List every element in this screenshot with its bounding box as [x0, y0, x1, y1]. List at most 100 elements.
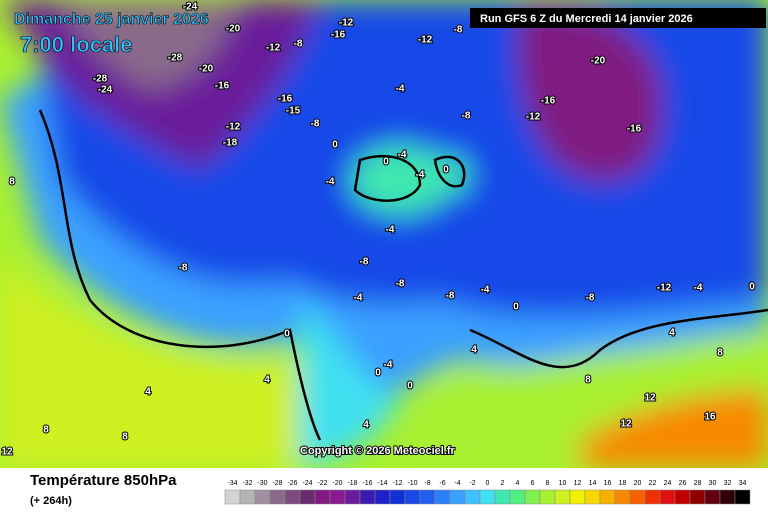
legend-swatch: [524, 489, 541, 505]
legend-label: 30: [709, 480, 717, 487]
legend-label: -6: [439, 480, 445, 487]
map-value: -4: [416, 170, 425, 181]
legend-label: 32: [724, 480, 732, 487]
legend-swatch: [674, 489, 691, 505]
map-value: -16: [278, 94, 293, 105]
legend-swatch: [629, 489, 646, 505]
legend-swatch: [719, 489, 736, 505]
legend-label: -20: [332, 480, 342, 487]
legend-swatch: [704, 489, 721, 505]
forecast-date: Dimanche 25 janvier 2026: [14, 11, 209, 28]
map-value: 8: [122, 432, 128, 443]
field-title: Température 850hPa: [30, 472, 177, 489]
map-value: 12: [644, 393, 656, 404]
legend-label: -14: [377, 480, 387, 487]
legend-label: 10: [559, 480, 567, 487]
legend-swatch: [734, 489, 751, 505]
legend-swatch: [239, 489, 256, 505]
legend-label: -18: [347, 480, 357, 487]
legend-label: -12: [392, 480, 402, 487]
map-value: 0: [443, 165, 449, 176]
map-value: -8: [454, 25, 463, 36]
run-info: Run GFS 6 Z du Mercredi 14 janvier 2026: [480, 13, 693, 25]
legend-swatch: [569, 489, 586, 505]
legend-label: -26: [287, 480, 297, 487]
map-value: 8: [717, 348, 723, 359]
map-value: -4: [384, 360, 393, 371]
map-value: -8: [179, 263, 188, 274]
map-value: -20: [199, 64, 214, 75]
map-value: -4: [396, 84, 405, 95]
map-value: 0: [749, 282, 755, 293]
map-value: -16: [215, 81, 230, 92]
legend-swatch: [374, 489, 391, 505]
map-value: -12: [418, 35, 433, 46]
map-value: 4: [145, 387, 151, 398]
legend-label: 16: [604, 480, 612, 487]
map-value: 0: [375, 368, 381, 379]
map-value: -8: [462, 111, 471, 122]
map-value: -16: [331, 30, 346, 41]
map-value: -4: [694, 283, 703, 294]
legend-swatch: [599, 489, 616, 505]
map-value: 0: [407, 381, 413, 392]
legend-label: 12: [574, 480, 582, 487]
legend-label: -32: [242, 480, 252, 487]
legend-label: 20: [634, 480, 642, 487]
legend-label: 22: [649, 480, 657, 487]
map-value: -20: [591, 56, 606, 67]
legend-label: -34: [227, 480, 237, 487]
map-value: -8: [294, 39, 303, 50]
legend-label: -8: [424, 480, 430, 487]
map-value: 8: [43, 425, 49, 436]
legend-swatch: [494, 489, 511, 505]
legend-label: 8: [546, 480, 550, 487]
map-value: -8: [311, 119, 320, 130]
legend-swatch: [464, 489, 481, 505]
map-value: -24: [98, 85, 113, 96]
map-value: -12: [339, 18, 354, 29]
legend-label: -30: [257, 480, 267, 487]
map-value: 4: [669, 328, 675, 339]
legend-swatch: [284, 489, 301, 505]
legend-label: 18: [619, 480, 627, 487]
map: -24-20-28-28-24-20-16-12 -8-16-12-20-16-1…: [0, 0, 768, 468]
lead-time: (+ 264h): [30, 495, 72, 507]
map-value: 4: [471, 345, 477, 356]
legend-swatch: [644, 489, 661, 505]
copyright: Copyright © 2026 Meteociel.fr: [300, 445, 456, 457]
map-value: -4: [354, 293, 363, 304]
legend-swatch: [254, 489, 271, 505]
legend-swatch: [614, 489, 631, 505]
legend-label: 4: [516, 480, 520, 487]
legend-swatch: [329, 489, 346, 505]
map-value: -8: [360, 257, 369, 268]
legend-swatch: [359, 489, 376, 505]
legend-label: 28: [694, 480, 702, 487]
map-value: 0: [284, 329, 290, 340]
legend-swatch: [554, 489, 571, 505]
map-value: -20: [226, 24, 241, 35]
legend-label: 26: [679, 480, 687, 487]
map-value: -4: [386, 225, 395, 236]
map-value: -28: [93, 74, 108, 85]
map-value: 0: [513, 302, 519, 313]
legend-label: -4: [454, 480, 460, 487]
legend-label: -10: [407, 480, 417, 487]
map-value: -12: [226, 122, 241, 133]
map-value: 8: [585, 375, 591, 386]
legend-label: -28: [272, 480, 282, 487]
map-value: -28: [168, 53, 183, 64]
legend-swatch: [404, 489, 421, 505]
legend-swatch: [659, 489, 676, 505]
legend-swatch: [389, 489, 406, 505]
map-value: -8: [396, 279, 405, 290]
legend-swatch: [314, 489, 331, 505]
legend-swatch: [299, 489, 316, 505]
legend-label: 0: [486, 480, 490, 487]
legend-label: -22: [317, 480, 327, 487]
legend-swatch: [419, 489, 436, 505]
legend-swatch: [224, 489, 241, 505]
map-value: 4: [363, 420, 369, 431]
